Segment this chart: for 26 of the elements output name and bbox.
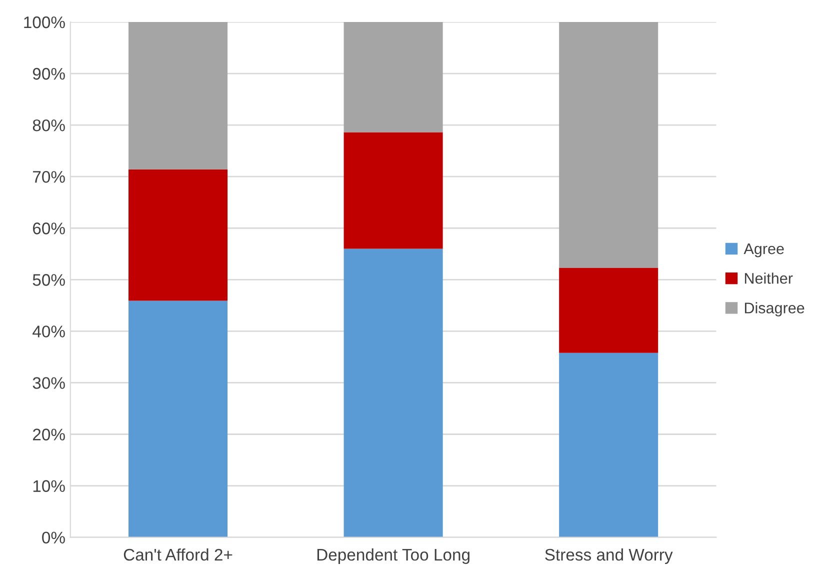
y-tick-label: 100% <box>24 16 65 28</box>
bar <box>559 268 658 353</box>
bar <box>559 352 658 538</box>
y-tick-label: 80% <box>32 119 65 132</box>
bar <box>344 248 443 538</box>
bar <box>344 22 443 132</box>
y-tick-label: 60% <box>33 222 65 234</box>
y-tick-label: 0% <box>42 532 65 544</box>
legend-label: Neither <box>744 272 793 284</box>
x-tick-label: Can't Afford 2+ <box>124 548 232 561</box>
bar <box>128 300 228 538</box>
bar <box>559 22 658 268</box>
x-tick-label: Stress and Worry <box>545 548 673 564</box>
bar <box>128 169 228 301</box>
y-tick-label: 20% <box>33 428 65 440</box>
y-tick-label: 70% <box>33 170 65 183</box>
bar <box>344 132 443 249</box>
y-tick-label: 90% <box>32 68 65 80</box>
y-tick-label: 40% <box>32 326 65 338</box>
y-tick-label: 50% <box>32 274 65 286</box>
legend-label: Disagree <box>744 302 804 316</box>
legend-label: Agree <box>744 244 784 258</box>
y-tick-label: 10% <box>33 480 65 492</box>
bar <box>128 22 228 170</box>
x-tick-label: Dependent Too Long <box>317 548 470 564</box>
y-tick-label: 30% <box>32 377 65 389</box>
